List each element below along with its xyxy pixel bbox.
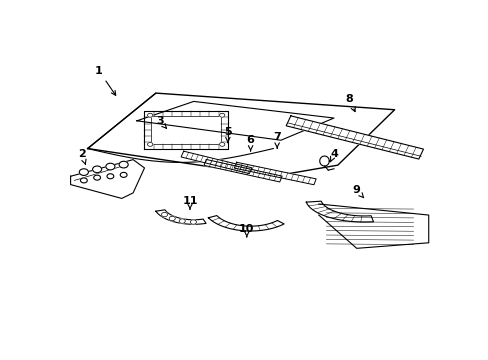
Polygon shape: [208, 216, 284, 231]
Circle shape: [105, 163, 115, 170]
Text: 11: 11: [182, 196, 197, 209]
Circle shape: [120, 172, 127, 177]
Circle shape: [179, 219, 185, 223]
Polygon shape: [318, 204, 428, 248]
Text: 3: 3: [156, 116, 166, 129]
Text: 10: 10: [239, 224, 254, 237]
Polygon shape: [305, 201, 373, 222]
Polygon shape: [203, 159, 282, 182]
Text: 2: 2: [78, 149, 86, 165]
Text: 7: 7: [273, 132, 281, 148]
Circle shape: [219, 143, 224, 146]
Text: 9: 9: [352, 185, 363, 198]
Circle shape: [107, 174, 114, 179]
Text: 4: 4: [329, 149, 337, 162]
Text: 6: 6: [246, 135, 254, 151]
Polygon shape: [156, 210, 205, 224]
Circle shape: [81, 178, 87, 183]
Text: 5: 5: [224, 127, 231, 143]
Polygon shape: [87, 93, 394, 176]
Circle shape: [190, 220, 196, 224]
Circle shape: [119, 161, 128, 168]
Polygon shape: [285, 116, 423, 159]
Circle shape: [94, 175, 101, 180]
Polygon shape: [181, 151, 251, 174]
Text: 1: 1: [95, 66, 116, 95]
Circle shape: [219, 113, 224, 117]
Polygon shape: [234, 162, 316, 185]
Polygon shape: [70, 159, 144, 198]
Circle shape: [169, 216, 175, 221]
Circle shape: [147, 113, 153, 117]
Text: 8: 8: [345, 94, 354, 112]
Circle shape: [79, 169, 88, 175]
Circle shape: [161, 212, 167, 217]
Circle shape: [147, 143, 153, 146]
Circle shape: [92, 166, 102, 173]
